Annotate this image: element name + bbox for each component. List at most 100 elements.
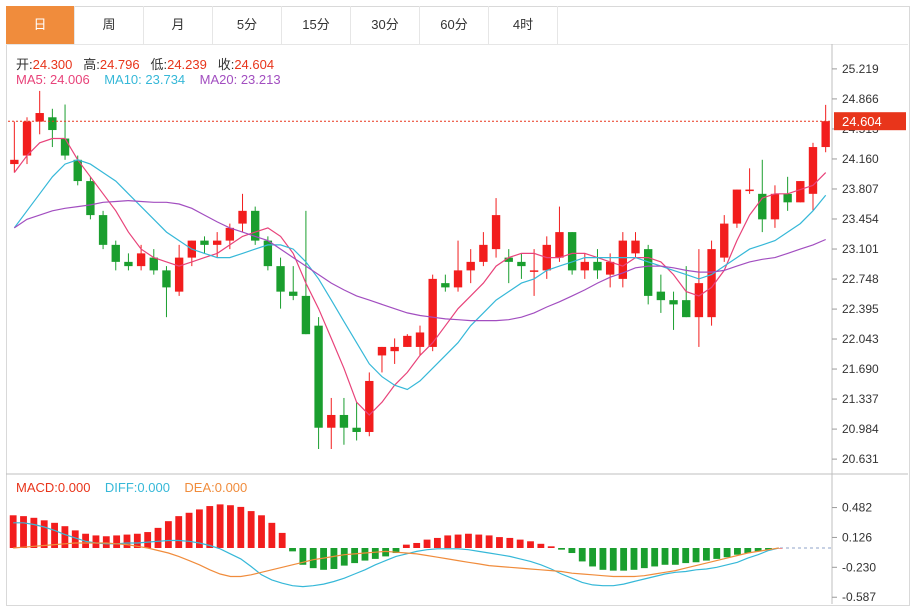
candle-body (555, 232, 564, 258)
macd-bar (433, 537, 441, 548)
candle-body (200, 240, 209, 245)
macd-bar (268, 522, 276, 548)
tab-month[interactable]: 月 (144, 6, 213, 44)
candle-body (10, 159, 19, 165)
macd-tick-label: -0.230 (842, 560, 876, 574)
candle-body (276, 266, 285, 292)
ma10-line (13, 159, 827, 391)
macd-bar (351, 548, 359, 564)
tab-day[interactable]: 日 (6, 6, 75, 44)
candle-body (758, 193, 767, 220)
ma5-value: 24.006 (49, 72, 90, 87)
candle-body (808, 147, 818, 194)
tab-5min[interactable]: 5分 (213, 6, 282, 44)
macd-bar (227, 505, 234, 548)
macd-bar (102, 536, 110, 548)
macd-bar (702, 548, 710, 561)
macd-bar (516, 539, 524, 548)
macd-bar (630, 548, 638, 570)
ma20-value: 23.213 (240, 72, 281, 87)
macd-bar (506, 537, 514, 548)
candle-body (365, 380, 374, 432)
macd-bar (133, 533, 141, 548)
candle-body (694, 283, 704, 318)
macd-bar (713, 548, 721, 559)
candle-body (174, 257, 184, 292)
candle-body (60, 138, 70, 156)
macd-bar (537, 543, 545, 548)
candle-body (251, 210, 260, 241)
macd-bar (661, 548, 669, 565)
dea-label: DEA: (184, 480, 215, 495)
macd-bar (371, 548, 379, 559)
candle-body (453, 270, 463, 288)
candle-body (289, 291, 298, 296)
candle-body (314, 325, 323, 428)
candle-body (491, 215, 501, 250)
macd-bar (568, 548, 576, 554)
macd-bar (475, 534, 483, 548)
macd-tick-label: -0.587 (842, 590, 876, 604)
macd-bar (40, 520, 48, 548)
tab-4hour[interactable]: 4时 (489, 6, 558, 44)
candle-body (441, 283, 450, 288)
tab-30min[interactable]: 30分 (351, 6, 420, 44)
macd-bar (216, 504, 224, 548)
macd-bar (496, 537, 503, 548)
candle-body (86, 181, 95, 216)
tab-15min[interactable]: 15分 (282, 6, 351, 44)
macd-bar (558, 548, 565, 550)
macd-bar (9, 515, 17, 548)
macd-bar (609, 548, 617, 571)
candle-body (682, 300, 691, 318)
macd-bar (113, 535, 121, 548)
price-tick-label: 21.337 (842, 392, 879, 406)
price-tick-label: 21.690 (842, 362, 879, 376)
last-price-label: 24.604 (842, 114, 882, 129)
high-label: 高: (83, 57, 100, 72)
candle-body (745, 189, 754, 192)
candle-body (593, 261, 602, 271)
macd-bar (465, 533, 472, 548)
macd-bar (92, 535, 100, 548)
macd-bar (734, 548, 741, 555)
candle-body (136, 253, 146, 267)
macd-value: 0.000 (57, 480, 91, 495)
price-tick-label: 24.866 (842, 92, 879, 106)
macd-bar (692, 548, 700, 563)
candle-body (796, 181, 805, 203)
macd-bar (723, 548, 731, 558)
candle-body (517, 261, 526, 267)
macd-bar (175, 516, 183, 548)
price-tick-label: 24.160 (842, 152, 879, 166)
price-tick-label: 22.395 (842, 302, 879, 316)
macd-bar (289, 548, 296, 552)
candle-body (98, 215, 108, 245)
candle-body (631, 240, 640, 254)
period-tabs: 日 周 月 5分 15分 30分 60分 4时 (6, 6, 908, 45)
candle-body (428, 278, 437, 347)
candle-body (390, 346, 399, 352)
ma-readout: MA5: 24.006 MA10: 23.734 MA20: 23.213 (16, 72, 281, 87)
open-label: 开: (16, 57, 33, 72)
close-value: 24.604 (234, 57, 275, 72)
ma20-label: MA20: (199, 72, 238, 87)
macd-bar (123, 534, 131, 548)
tab-60min[interactable]: 60分 (420, 6, 489, 44)
macd-bar (402, 544, 410, 548)
macd-bar (547, 546, 555, 548)
tab-week[interactable]: 周 (75, 6, 144, 44)
candle-body (22, 121, 32, 156)
candle-body (415, 332, 425, 347)
candle-body (35, 113, 44, 122)
macd-bar (154, 527, 162, 548)
candle-body (567, 232, 577, 271)
macd-bar (485, 535, 493, 548)
macd-bar (340, 548, 348, 566)
macd-bar (527, 541, 534, 548)
macd-readout: MACD:0.000 DIFF:0.000 DEA:0.000 (16, 480, 247, 495)
candle-body (48, 117, 57, 131)
low-label: 低: (150, 57, 168, 72)
close-label: 收: (217, 57, 235, 72)
